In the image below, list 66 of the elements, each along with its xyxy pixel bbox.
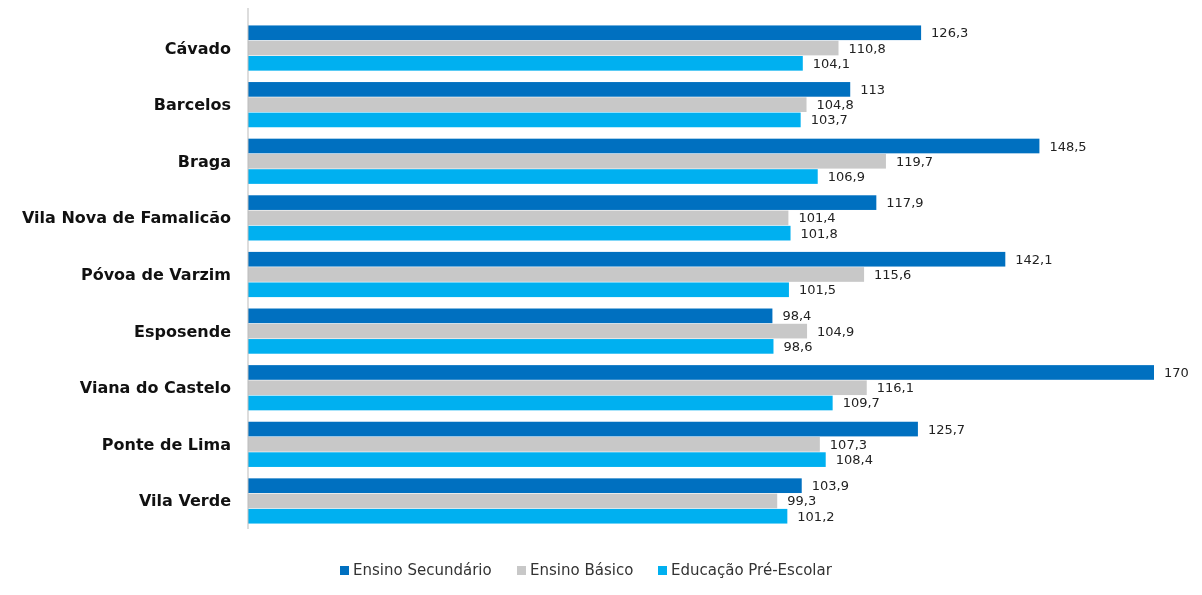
data-label: 126,3 [931, 25, 969, 41]
y-tick-label: Esposende [134, 321, 232, 341]
bar [248, 339, 774, 354]
data-label: 116,1 [876, 380, 914, 396]
data-label: 101,5 [798, 282, 837, 298]
data-label: 142,1 [1015, 251, 1053, 267]
bar [248, 478, 802, 494]
bar [248, 267, 865, 282]
data-label: 117,9 [886, 195, 924, 211]
legend-label: Ensino Básico [530, 561, 634, 579]
data-label: 99,3 [787, 493, 817, 509]
bar [248, 508, 788, 524]
legend-label: Ensino Secundário [353, 561, 492, 579]
data-label: 113 [860, 81, 886, 97]
data-label: 98,4 [782, 308, 812, 324]
bar [248, 323, 808, 339]
bar [248, 153, 886, 169]
data-label: 119,7 [895, 153, 934, 169]
data-label: 103,9 [811, 478, 849, 494]
bar [248, 195, 877, 210]
y-tick-label: Viana do Castelo [79, 378, 231, 398]
y-tick-label: Cávado [164, 38, 231, 58]
data-label: 115,6 [874, 267, 912, 282]
data-label: 110,8 [848, 40, 886, 56]
data-label: 106,9 [827, 169, 865, 185]
data-label: 104,1 [812, 55, 851, 71]
bar [248, 138, 1040, 154]
bar [248, 421, 918, 437]
bar [248, 169, 818, 184]
data-label: 104,9 [817, 323, 855, 339]
y-tick-label: Póvoa de Varzim [80, 265, 231, 284]
bar [248, 112, 801, 128]
bar [248, 40, 839, 56]
bar [248, 395, 833, 411]
bar [248, 251, 1006, 267]
data-label: 101,8 [800, 225, 838, 241]
data-label: 101,4 [798, 210, 836, 226]
data-label: 104,8 [816, 97, 854, 113]
bar [248, 25, 922, 41]
legend-label: Educação Pré-Escolar [671, 561, 833, 579]
bar [248, 55, 803, 71]
data-label: 148,5 [1049, 138, 1087, 154]
y-tick-label: Barcelos [153, 95, 231, 115]
y-tick-label: Vila Nova de Famalicão [22, 208, 231, 228]
bar [248, 437, 820, 452]
data-label: 170 [1164, 364, 1189, 380]
bar [248, 210, 789, 226]
data-label: 108,4 [835, 452, 873, 468]
data-label: 103,7 [810, 112, 848, 128]
bar [248, 282, 789, 298]
bar [248, 308, 773, 324]
bar [248, 452, 826, 467]
y-tick-label: Ponte de Lima [101, 434, 231, 454]
bar [248, 82, 851, 97]
data-label: 109,7 [842, 395, 880, 411]
bar [248, 97, 807, 112]
y-tick-label: Braga [177, 151, 231, 171]
data-label: 107,3 [829, 436, 868, 452]
data-label: 125,7 [927, 421, 966, 437]
bar [248, 380, 867, 396]
data-label: 98,6 [783, 338, 813, 354]
y-tick-label: Vila Verde [139, 491, 232, 511]
bar [248, 365, 1154, 380]
bar [248, 493, 778, 509]
bar [248, 225, 791, 241]
data-label: 101,2 [797, 508, 835, 524]
